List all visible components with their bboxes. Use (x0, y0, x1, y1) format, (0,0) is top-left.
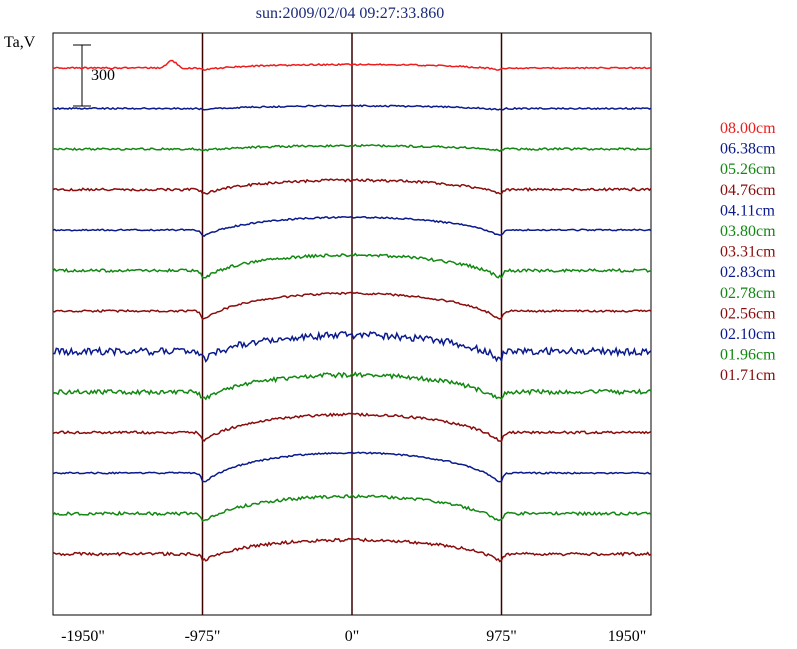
trace-02.56cm (52, 412, 652, 443)
trace-01.96cm (52, 494, 652, 522)
chart-title: sun:2009/02/04 09:27:33.860 (256, 5, 444, 22)
legend-entry: 02.83cm (720, 264, 776, 281)
x-tick-label: -975" (185, 628, 221, 645)
legend-entry: 06.38cm (720, 141, 776, 158)
trace-05.26cm (52, 143, 652, 153)
scale-bar: 300 (73, 44, 115, 107)
trace-04.76cm (52, 178, 652, 195)
x-tick-label: 1950" (608, 628, 647, 645)
trace-08.00cm (52, 59, 652, 71)
legend-entry: 02.78cm (720, 285, 776, 302)
legend-entry: 03.31cm (720, 244, 776, 261)
legend-entry: 04.11cm (720, 202, 776, 219)
x-axis-ticks: -1950" -975" 0" 975" 1950" (61, 628, 646, 645)
legend-entry: 04.76cm (720, 182, 776, 199)
legend-entry: 02.56cm (720, 305, 776, 322)
trace-06.38cm (53, 104, 652, 111)
trace-group (52, 59, 652, 563)
legend-entry: 03.80cm (720, 223, 776, 240)
legend-entry: 05.26cm (720, 161, 776, 178)
trace-04.11cm (52, 215, 652, 237)
x-tick-label: 0" (345, 628, 360, 645)
legend-entry: 01.96cm (720, 347, 776, 364)
x-tick-label: -1950" (61, 628, 105, 645)
y-axis-label: Ta,V (4, 34, 36, 51)
trace-02.10cm (52, 451, 652, 483)
legend-entry: 02.10cm (720, 326, 776, 343)
legend: 08.00cm 06.38cm 05.26cm 04.76cm 04.11cm 03.80… (720, 120, 776, 384)
legend-entry: 01.71cm (720, 367, 776, 384)
x-tick-label: 975" (486, 628, 517, 645)
legend-entry: 08.00cm (720, 120, 776, 137)
trace-03.31cm (52, 291, 652, 321)
trace-03.80cm (52, 252, 652, 280)
trace-02.83cm (52, 330, 652, 364)
limb-markers (201, 33, 503, 615)
trace-01.71cm (52, 537, 652, 563)
scale-bar-label: 300 (91, 67, 115, 84)
trace-02.78cm (52, 371, 652, 401)
